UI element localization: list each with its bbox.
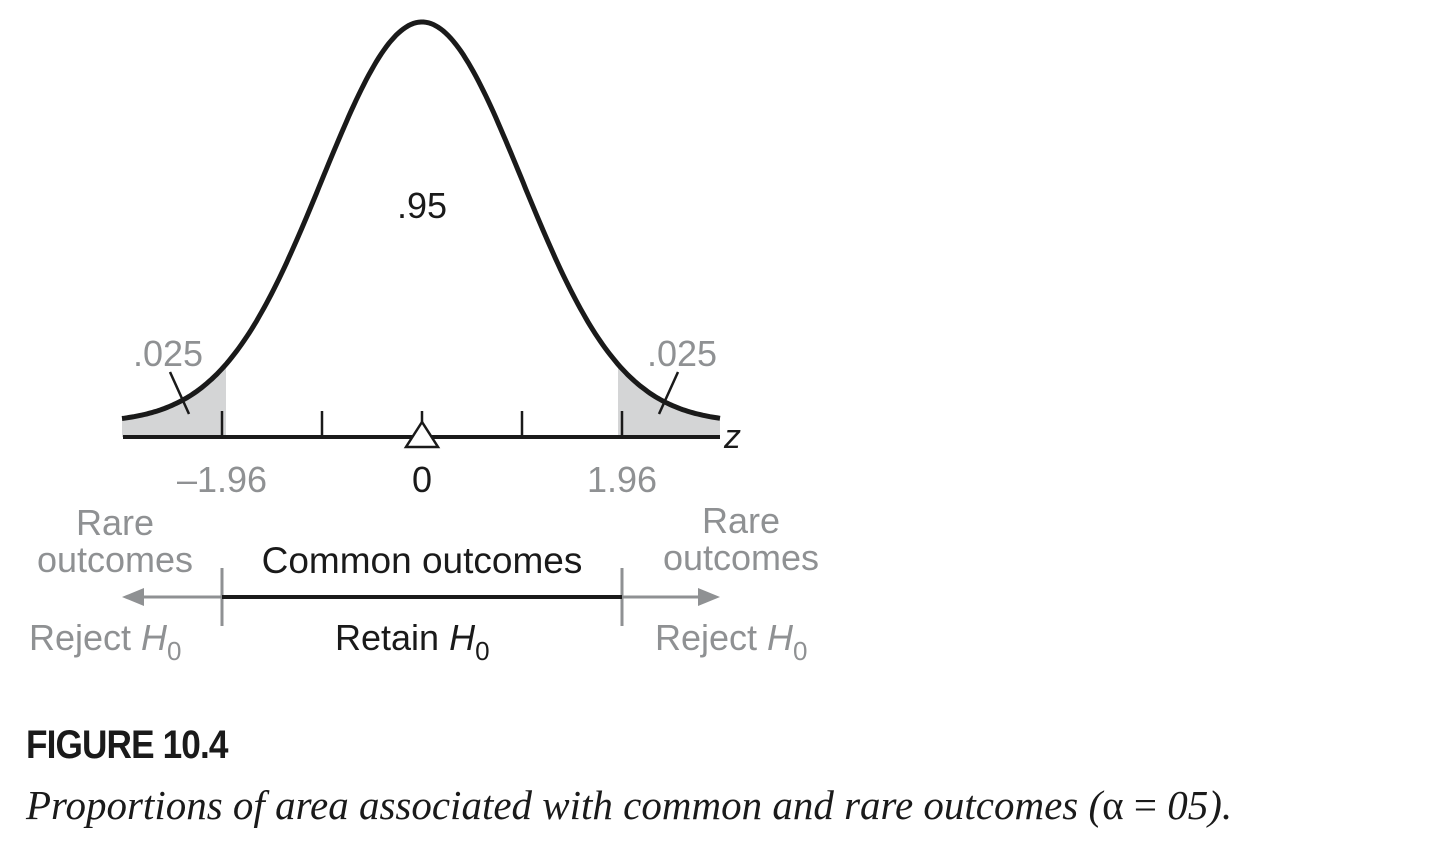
mean-triangle-icon xyxy=(403,419,441,449)
left-tail-area-label: .025 xyxy=(133,333,203,374)
rare-left-line1: Rare xyxy=(76,502,154,543)
figure-caption: Proportions of area associated with comm… xyxy=(26,782,1233,828)
right-tail-shade xyxy=(618,364,720,437)
common-outcomes-label: Common outcomes xyxy=(262,540,583,581)
left-tail-leader xyxy=(168,371,191,415)
left-arrowhead-icon xyxy=(122,588,144,606)
rare-right-line1: Rare xyxy=(702,500,780,541)
rare-right-line2: outcomes xyxy=(663,537,819,578)
right-tail-area-label: .025 xyxy=(647,333,717,374)
rare-left-line2: outcomes xyxy=(37,539,193,580)
normal-curve xyxy=(121,19,721,421)
right-arrowhead-icon xyxy=(698,588,720,606)
axis-label-z: z xyxy=(723,418,741,456)
right-tail-leader xyxy=(657,371,680,415)
tick-label-zero: 0 xyxy=(412,459,432,500)
tick-label-neg-1-96: –1.96 xyxy=(177,459,267,500)
left-tail-shade xyxy=(122,364,226,437)
retain-label: Retain H0 xyxy=(335,617,490,666)
reject-right-label: Reject H0 xyxy=(655,617,808,666)
center-area-label: .95 xyxy=(397,185,447,226)
reject-left-label: Reject H0 xyxy=(29,617,182,666)
tick-label-pos-1-96: 1.96 xyxy=(587,459,657,500)
figure-label: FIGURE 10.4 xyxy=(26,723,228,767)
